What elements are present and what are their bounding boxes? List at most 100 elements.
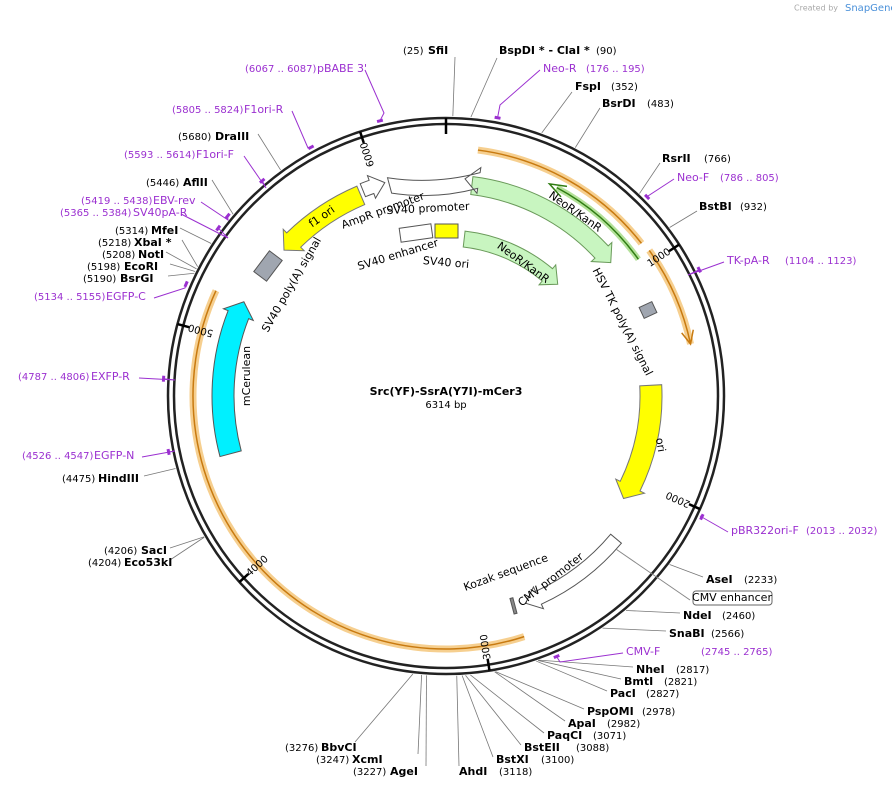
site-name: FspI — [575, 80, 601, 93]
primer-leader — [699, 515, 729, 533]
site-name: BmtI — [624, 675, 653, 688]
primer-name: EBV-rev — [153, 194, 196, 207]
credit: Created by — [794, 4, 838, 13]
leader-line — [538, 659, 634, 668]
primer-name: F1ori-R — [244, 103, 284, 116]
site-name: XcmI — [352, 753, 383, 766]
feature-arrow — [524, 533, 623, 610]
primer-range: (1104 .. 1123) — [785, 256, 857, 267]
site-name: ApaI — [568, 717, 596, 730]
leader-line — [541, 91, 573, 134]
site-position: (5190) — [83, 274, 116, 285]
orf-line — [192, 290, 525, 650]
scale-tick — [358, 131, 365, 144]
primer-leader — [687, 261, 725, 276]
brand: SnapGene — [845, 3, 892, 14]
leader-line — [211, 179, 234, 215]
site-name: SacI — [141, 544, 167, 557]
feature-label: ori — [653, 437, 668, 453]
primer-leader — [153, 283, 187, 299]
site-name: NotI — [138, 248, 164, 261]
primer-leader — [291, 110, 312, 149]
feature-box — [253, 250, 283, 282]
site-position: (5218) — [98, 238, 131, 249]
site-position: (932) — [740, 202, 767, 213]
site-name: BsrDI — [602, 97, 636, 110]
scale-tick — [668, 243, 680, 253]
primer-leader — [200, 201, 229, 221]
plasmid-name: Src(YF)-SsrA(Y7I)-mCer3 — [370, 385, 523, 398]
primer-leader — [646, 178, 675, 198]
scale-tick — [177, 322, 190, 329]
primer-mark — [376, 118, 384, 123]
site-position: (25) — [403, 46, 424, 57]
site-position: (3100) — [541, 755, 574, 766]
feature-label: SV40 ori — [422, 254, 469, 271]
primer-name: pBR322ori-F — [731, 524, 799, 537]
feature-box — [638, 300, 658, 320]
primer-leader — [138, 377, 176, 381]
site-position: (2817) — [676, 665, 709, 676]
site-position: (3088) — [576, 743, 609, 754]
site-name: BspDI * - ClaI * — [499, 44, 590, 57]
leader-line — [179, 227, 212, 244]
leader-line — [181, 239, 198, 267]
site-name: NdeI — [683, 609, 712, 622]
leader-line — [669, 210, 698, 228]
leader-line — [625, 610, 681, 614]
primer-name: pBABE 3' — [317, 62, 367, 75]
plasmid-length: 6314 bp — [425, 400, 466, 411]
site-name: RsrII — [662, 152, 691, 165]
site-position: (3118) — [499, 767, 532, 778]
leader-line — [465, 675, 522, 746]
site-name: PaqCI — [547, 729, 582, 742]
primer-mark — [643, 193, 651, 201]
leader-line — [537, 660, 622, 680]
primer-name: Neo-R — [543, 62, 577, 75]
site-position: (3247) — [316, 755, 349, 766]
primer-name: TK-pA-R — [726, 254, 770, 267]
primer-range: (4787 .. 4806) — [18, 372, 90, 383]
site-position: (483) — [647, 99, 674, 110]
primer-name: CMV-F — [626, 645, 660, 658]
feature-arrow — [386, 166, 482, 197]
primer-name: F1ori-F — [196, 148, 234, 161]
site-position: (5680) — [178, 132, 211, 143]
site-name: BstBI — [699, 200, 732, 213]
site-position: (4204) — [88, 558, 121, 569]
site-name: AflII — [183, 176, 208, 189]
orf-line — [556, 186, 639, 260]
feature-label: SV40 promoter — [386, 200, 470, 217]
site-name: PacI — [610, 687, 636, 700]
leader-line — [639, 162, 661, 194]
site-name: BstXI — [496, 753, 529, 766]
site-position: (3276) — [285, 743, 318, 754]
leader-line — [354, 673, 414, 743]
feature-box — [398, 223, 434, 243]
site-position: (4206) — [104, 546, 137, 557]
site-name: SnaBI — [669, 627, 705, 640]
site-position: (3071) — [593, 731, 626, 742]
site-position: (2566) — [711, 629, 744, 640]
feature-arrow — [614, 384, 663, 500]
scale-label: 2000 — [664, 489, 692, 509]
feature-label-box — [692, 590, 773, 606]
leader-line — [494, 671, 566, 722]
leader-line — [169, 263, 196, 272]
scale-tick — [486, 658, 491, 671]
leader-line — [602, 627, 667, 632]
feature-arrow — [282, 185, 366, 252]
site-name: HindIII — [98, 472, 139, 485]
primer-leader — [141, 450, 176, 458]
leader-line — [461, 675, 494, 758]
leader-line — [417, 674, 422, 755]
primer-name: Neo-F — [677, 171, 709, 184]
leader-line — [169, 536, 205, 561]
site-name: DraIII — [215, 130, 249, 143]
feature-arrow — [462, 230, 559, 286]
primer-range: (5365 .. 5384) — [60, 208, 132, 219]
site-name: AseI — [706, 573, 733, 586]
orf-highlight — [189, 289, 526, 653]
leader-line — [456, 675, 460, 767]
